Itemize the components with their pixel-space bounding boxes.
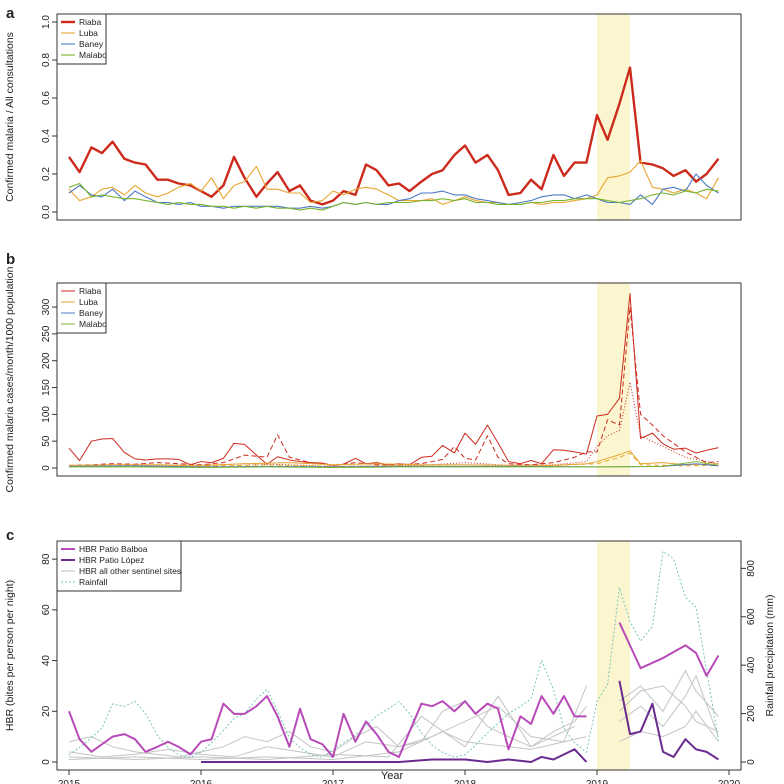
y2-tick-label: 600 (746, 608, 757, 625)
legend-box-c (56, 540, 182, 592)
y-tick-label-c: 0 (41, 759, 52, 765)
plot-frame-a (56, 13, 742, 221)
x-tick-label: 2019 (586, 779, 609, 784)
highlight-band-c (597, 541, 630, 770)
y-tick-label-c: 40 (41, 655, 52, 667)
legend-label: Luba (79, 28, 98, 38)
x-axis-label: Year (381, 770, 404, 782)
legend-label: Malabo (79, 50, 107, 60)
gray-sentinel-series (68, 731, 587, 760)
y-tick-label-b: 300 (41, 298, 52, 315)
panel-label-a: a (6, 5, 15, 22)
y2-tick-label: 800 (746, 560, 757, 577)
y2-tick-label: 200 (746, 705, 757, 722)
y-tick-label-b: 50 (41, 435, 52, 447)
x-tick-label: 2017 (322, 779, 345, 784)
x-tick-label: 2016 (190, 779, 213, 784)
series-line-hbr-patio-lópez (201, 748, 588, 763)
y-axis-label-c: HBR (bites per person per night) (4, 580, 16, 731)
plot-frame-c (56, 540, 742, 771)
y2-axis-label: Rainfall precipitation (mm) (764, 595, 776, 717)
gray-sentinel-series (619, 669, 719, 717)
x-tick-label: 2015 (58, 779, 81, 784)
y-tick-label-b: 250 (41, 325, 52, 342)
chart-panel-c: 0 20 40 60 80 HBR (bites per person per night… (4, 540, 776, 784)
legend-label: Rainfall (79, 577, 107, 587)
legend-label: Malabo (79, 319, 107, 329)
y-tick-label-c: 60 (41, 604, 52, 616)
chart-panel-b: 0 50 100 150 200 250 300 Confirmed malaria case… (4, 266, 742, 492)
y2-tick-label: 400 (746, 656, 757, 673)
y-tick-label-b: 150 (41, 379, 52, 396)
y-tick-label-b: 0 (41, 465, 52, 471)
series-line-variant (68, 306, 719, 466)
y-axis-label-a: Confirmed malaria / All consultations (4, 32, 16, 202)
y-tick-label-a: 0.8 (41, 53, 52, 67)
legend-label: Baney (79, 39, 104, 49)
y-tick-label-a: 1.0 (41, 15, 52, 29)
panel-label-b: b (6, 251, 15, 268)
series-line-hbr-patio-lópez-2019 (618, 680, 719, 761)
plot-frame-b (56, 282, 742, 477)
x-tick-label: 2018 (454, 779, 477, 784)
legend-label: Riaba (79, 286, 101, 296)
series-line-luba (68, 450, 719, 466)
legend-label: Riaba (79, 17, 101, 27)
legend-label: HBR all other sentinel sites (79, 566, 181, 576)
highlight-band-b (597, 283, 630, 476)
y-tick-label-c: 20 (41, 705, 52, 717)
series-line-malabo (68, 182, 719, 211)
series-line-hbr-patio-balboa (68, 695, 587, 758)
y-tick-label-a: 0.0 (41, 205, 52, 219)
y-tick-label-b: 200 (41, 352, 52, 369)
series-line-riaba (68, 66, 720, 206)
y-tick-label-a: 0.2 (41, 167, 52, 181)
y-tick-label-b: 100 (41, 406, 52, 423)
y-axis-label-b: Confirmed malaria cases/month/1000 popul… (4, 266, 16, 492)
x-tick-label: 2020 (718, 779, 741, 784)
series-line-hbr-patio-balboa-2019 (618, 622, 720, 677)
panel-label-c: c (6, 527, 14, 544)
legend-label: HBR Patio Balboa (79, 544, 148, 554)
legend-label: HBR Patio López (79, 555, 144, 565)
series-line-variant (68, 452, 719, 467)
rainfall-series (68, 550, 719, 758)
y2-tick-label: 0 (746, 759, 757, 765)
gray-sentinel-series (619, 710, 719, 743)
gray-sentinel-series (68, 700, 587, 758)
y-tick-label-c: 80 (41, 553, 52, 565)
y-tick-label-a: 0.6 (41, 91, 52, 105)
gray-sentinel-series (619, 685, 719, 733)
gray-sentinel-series (619, 674, 719, 737)
highlight-band-a (597, 14, 630, 220)
legend-label: Luba (79, 297, 98, 307)
chart-panel-a: 0.0 0.2 0.4 0.6 0.8 1.0 Confirmed malaria / Al… (4, 13, 742, 221)
legend-label: Baney (79, 308, 104, 318)
series-line-luba (68, 160, 719, 205)
series-line-malabo (69, 461, 719, 468)
y-tick-label-a: 0.4 (41, 129, 52, 143)
